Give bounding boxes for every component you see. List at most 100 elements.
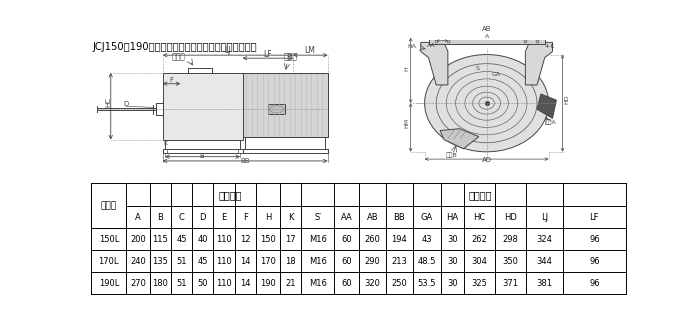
Text: D: D <box>199 213 206 222</box>
Polygon shape <box>421 42 448 85</box>
Text: 53.5: 53.5 <box>418 279 436 288</box>
Text: B: B <box>158 213 163 222</box>
Text: 51: 51 <box>176 257 187 266</box>
Text: LF: LF <box>263 50 272 59</box>
Text: 110: 110 <box>216 235 232 244</box>
Text: 150: 150 <box>260 235 276 244</box>
Text: 298: 298 <box>503 235 519 244</box>
Text: LJ: LJ <box>541 213 548 222</box>
Text: AD: AD <box>482 157 491 163</box>
Text: 250: 250 <box>391 279 407 288</box>
Text: 381: 381 <box>536 279 552 288</box>
Text: 190: 190 <box>260 279 276 288</box>
Text: E: E <box>221 213 227 222</box>
Text: 96: 96 <box>589 279 600 288</box>
Text: AB: AB <box>367 213 378 222</box>
Text: 30: 30 <box>447 257 458 266</box>
Text: 344: 344 <box>536 257 552 266</box>
Text: 200: 200 <box>130 235 146 244</box>
Text: H: H <box>405 67 409 71</box>
Text: 150L: 150L <box>99 235 119 244</box>
Text: GA: GA <box>491 72 500 77</box>
Text: HD: HD <box>564 95 569 104</box>
Text: 110: 110 <box>216 257 232 266</box>
Polygon shape <box>440 129 479 149</box>
Text: 270: 270 <box>130 279 146 288</box>
Text: 45: 45 <box>176 235 187 244</box>
Polygon shape <box>526 42 552 85</box>
Text: B: B <box>199 154 204 160</box>
Text: 60: 60 <box>341 279 351 288</box>
Text: 290: 290 <box>365 257 380 266</box>
Text: C: C <box>178 213 185 222</box>
Text: 262: 262 <box>472 235 488 244</box>
Text: 60: 60 <box>341 235 351 244</box>
Text: 30: 30 <box>447 279 458 288</box>
Text: 350: 350 <box>503 257 519 266</box>
Circle shape <box>425 55 549 152</box>
Text: 51: 51 <box>176 279 187 288</box>
Text: 135: 135 <box>153 257 168 266</box>
Text: 96: 96 <box>589 235 600 244</box>
Text: 减速器: 减速器 <box>172 52 186 61</box>
Text: M16: M16 <box>309 257 327 266</box>
Text: M16: M16 <box>309 235 327 244</box>
Text: F: F <box>243 213 248 222</box>
Text: 320: 320 <box>365 279 380 288</box>
Text: 18: 18 <box>285 257 296 266</box>
Text: K: K <box>164 141 168 146</box>
Text: 190L: 190L <box>99 279 119 288</box>
Text: HC: HC <box>473 213 486 222</box>
Text: LM: LM <box>304 46 316 55</box>
Text: 30: 30 <box>447 235 458 244</box>
Text: 45: 45 <box>197 257 208 266</box>
Text: 110: 110 <box>216 279 232 288</box>
Text: 位置B: 位置B <box>446 152 458 158</box>
Text: 260: 260 <box>365 235 380 244</box>
Text: H: H <box>265 213 272 222</box>
Text: HA: HA <box>447 213 459 222</box>
Text: 安装尺寸: 安装尺寸 <box>218 190 242 200</box>
Text: AA: AA <box>426 43 435 48</box>
Polygon shape <box>537 94 556 118</box>
Text: A: A <box>484 34 489 39</box>
Text: 43: 43 <box>421 235 433 244</box>
Text: HA: HA <box>408 45 417 50</box>
Text: HC: HC <box>106 97 111 107</box>
Text: 14: 14 <box>240 257 251 266</box>
Text: GA: GA <box>421 213 433 222</box>
Text: 304: 304 <box>472 257 488 266</box>
Text: 96: 96 <box>589 257 600 266</box>
Text: 180: 180 <box>153 279 168 288</box>
Text: 325: 325 <box>472 279 488 288</box>
Text: D: D <box>124 101 129 107</box>
Text: 位置A: 位置A <box>545 120 556 126</box>
Text: 50: 50 <box>197 279 208 288</box>
Text: 115: 115 <box>153 235 168 244</box>
Text: 170: 170 <box>260 257 276 266</box>
Text: 48.5: 48.5 <box>418 257 436 266</box>
Text: BB: BB <box>240 158 250 164</box>
Text: 外形尺寸: 外形尺寸 <box>468 190 492 200</box>
Text: 12: 12 <box>240 235 251 244</box>
Text: BB: BB <box>393 213 405 222</box>
Text: 14: 14 <box>240 279 251 288</box>
Text: 324: 324 <box>536 235 552 244</box>
Text: 213: 213 <box>391 257 407 266</box>
Text: M16: M16 <box>309 279 327 288</box>
Text: 194: 194 <box>391 235 407 244</box>
Text: 4-K: 4-K <box>545 45 555 50</box>
Text: HM: HM <box>405 118 409 129</box>
Text: AB: AB <box>482 26 491 32</box>
Text: F: F <box>169 77 173 83</box>
Text: 17: 17 <box>285 235 296 244</box>
Text: 21: 21 <box>286 279 296 288</box>
Bar <box>162 73 242 140</box>
Text: 电动机: 电动机 <box>284 52 298 61</box>
Text: K: K <box>288 213 293 222</box>
Text: 机座号: 机座号 <box>101 201 117 210</box>
Bar <box>428 38 545 44</box>
Text: 60: 60 <box>341 257 351 266</box>
Bar <box>268 104 285 114</box>
Bar <box>242 73 328 137</box>
